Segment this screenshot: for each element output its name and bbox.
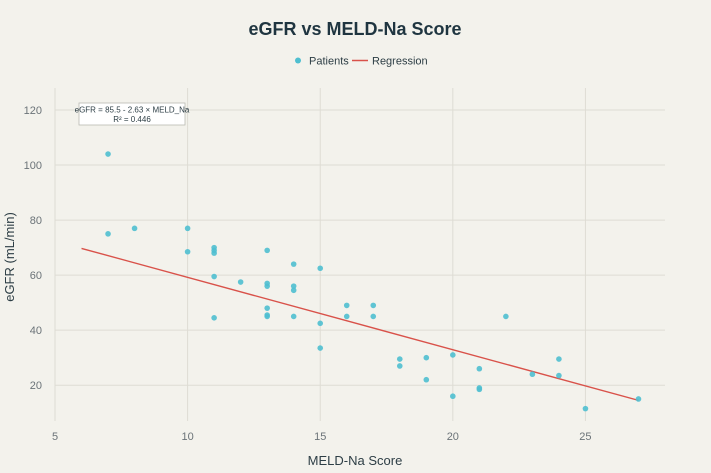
data-point xyxy=(370,302,377,309)
data-point xyxy=(343,302,350,309)
data-point xyxy=(211,273,217,280)
annotation-equation: eGFR = 85.5 - 2.63 × MELD_Na xyxy=(75,106,190,115)
data-point xyxy=(635,396,642,402)
y-tick-label: 80 xyxy=(30,215,42,227)
chart-title: eGFR vs MELD-Na Score xyxy=(248,19,461,39)
data-point xyxy=(529,371,536,378)
annotation-r2: R² = 0.446 xyxy=(113,115,151,124)
data-point xyxy=(423,354,430,361)
x-tick-label: 25 xyxy=(579,431,591,443)
annotation-box xyxy=(78,102,186,126)
data-point xyxy=(450,393,456,400)
data-point xyxy=(237,279,244,285)
legend-marker-patients xyxy=(295,57,301,64)
y-tick-label: 20 xyxy=(30,380,42,392)
data-point xyxy=(211,314,217,321)
data-point xyxy=(450,352,456,358)
data-point xyxy=(556,372,562,379)
regression-annotation: eGFR = 85.5 - 2.63 × MELD_Na R² = 0.446 xyxy=(75,102,190,126)
legend-label-patients: Patients xyxy=(309,56,349,68)
data-point xyxy=(396,356,403,362)
data-point xyxy=(131,225,138,232)
data-point xyxy=(184,248,191,255)
data-point xyxy=(105,231,111,237)
y-tick-label: 120 xyxy=(24,105,42,117)
x-tick-labels: 5 10 15 20 25 xyxy=(52,431,592,443)
x-tick-label: 20 xyxy=(447,431,459,443)
data-point xyxy=(264,247,270,254)
data-point xyxy=(370,313,377,320)
data-point xyxy=(476,386,483,393)
points-layer xyxy=(105,151,642,412)
data-point xyxy=(317,345,324,351)
x-tick-label: 10 xyxy=(181,431,193,443)
legend-label-regression: Regression xyxy=(372,56,428,68)
data-point xyxy=(503,313,509,320)
x-axis-label: MELD-Na Score xyxy=(308,453,403,468)
x-tick-label: 5 xyxy=(52,431,58,443)
data-point xyxy=(290,261,297,267)
data-point xyxy=(317,265,324,272)
legend: Patients Regression xyxy=(295,56,428,68)
y-axis-label: eGFR (mL/min) xyxy=(2,212,17,302)
gridlines xyxy=(54,88,665,421)
data-point xyxy=(582,405,589,412)
data-point xyxy=(476,365,483,372)
data-point xyxy=(264,305,270,311)
x-tick-label: 15 xyxy=(314,431,326,443)
data-point xyxy=(290,283,297,289)
y-tick-labels: 20 40 60 80 100 120 xyxy=(24,105,42,392)
y-tick-label: 40 xyxy=(30,325,42,337)
data-point xyxy=(423,376,430,383)
data-point xyxy=(211,250,217,256)
data-point xyxy=(290,313,297,320)
regression-layer xyxy=(81,247,639,402)
y-tick-label: 100 xyxy=(24,160,42,172)
y-tick-label: 60 xyxy=(30,270,42,282)
data-point xyxy=(264,313,270,320)
data-point xyxy=(264,283,270,289)
data-point xyxy=(343,313,350,320)
data-point xyxy=(105,151,111,157)
data-point xyxy=(184,225,191,232)
data-point xyxy=(396,363,403,369)
data-point xyxy=(317,320,324,327)
data-point xyxy=(556,356,562,362)
data-point xyxy=(290,287,297,294)
regression-line xyxy=(81,247,639,402)
